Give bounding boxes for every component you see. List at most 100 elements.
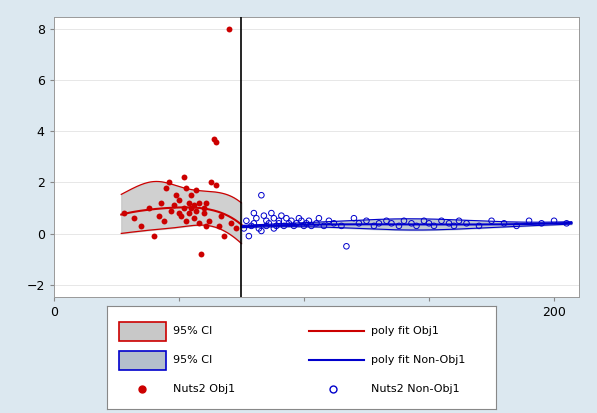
Point — [167, 207, 176, 214]
Point — [194, 220, 204, 227]
Point — [329, 220, 338, 227]
Point — [196, 251, 206, 257]
Point — [369, 223, 378, 229]
Point — [407, 220, 416, 227]
Point — [199, 210, 208, 216]
Point — [232, 225, 241, 232]
Point — [349, 215, 359, 221]
Point — [412, 223, 421, 229]
Point — [211, 182, 221, 188]
Point — [549, 218, 559, 224]
Point — [261, 223, 271, 229]
Point — [444, 220, 454, 227]
Point — [204, 218, 214, 224]
Point — [337, 223, 346, 229]
Point — [202, 199, 211, 206]
Point — [129, 215, 139, 221]
Point — [194, 199, 204, 206]
Point — [242, 218, 251, 224]
Point — [312, 220, 321, 227]
Point — [276, 212, 286, 219]
Point — [474, 223, 484, 229]
Point — [119, 210, 128, 216]
Point — [499, 220, 509, 227]
Point — [394, 223, 404, 229]
Point — [174, 210, 184, 216]
Point — [154, 212, 164, 219]
Point — [189, 215, 199, 221]
Point — [454, 218, 464, 224]
Point — [251, 215, 261, 221]
Point — [341, 243, 351, 249]
Point — [279, 223, 289, 229]
Point — [274, 220, 284, 227]
Point — [192, 187, 201, 193]
Point — [199, 205, 208, 211]
Point — [314, 215, 324, 221]
Text: Nuts2 Non-Obj1: Nuts2 Non-Obj1 — [371, 384, 460, 394]
Point — [244, 233, 254, 240]
Point — [257, 228, 266, 234]
Point — [291, 220, 301, 227]
Point — [184, 199, 193, 206]
Point — [202, 223, 211, 229]
Point — [319, 223, 329, 229]
Point — [181, 218, 191, 224]
Point — [437, 218, 447, 224]
Point — [214, 223, 224, 229]
Text: poly fit Non-Obj1: poly fit Non-Obj1 — [371, 355, 466, 366]
Point — [461, 220, 471, 227]
Point — [217, 212, 226, 219]
Point — [247, 223, 256, 229]
Point — [274, 218, 284, 224]
Point — [219, 233, 229, 240]
Point — [289, 223, 298, 229]
Point — [169, 202, 179, 209]
Text: 95% CI: 95% CI — [174, 326, 213, 337]
Point — [261, 218, 271, 224]
Point — [249, 220, 259, 227]
Text: 95% CI: 95% CI — [174, 355, 213, 366]
Point — [282, 215, 291, 221]
Point — [207, 179, 216, 186]
Point — [512, 223, 521, 229]
Point — [297, 218, 306, 224]
Point — [272, 223, 281, 229]
Point — [227, 220, 236, 227]
Point — [174, 197, 184, 204]
FancyBboxPatch shape — [119, 351, 166, 370]
Point — [299, 223, 309, 229]
Point — [562, 220, 571, 227]
Point — [269, 225, 279, 232]
Point — [419, 218, 429, 224]
Point — [429, 223, 439, 229]
Point — [381, 218, 391, 224]
Text: poly fit Obj1: poly fit Obj1 — [371, 326, 439, 337]
Point — [184, 210, 193, 216]
Point — [267, 210, 276, 216]
Point — [449, 223, 458, 229]
Point — [179, 174, 189, 180]
Point — [269, 215, 279, 221]
Point — [192, 207, 201, 214]
Point — [287, 218, 296, 224]
Point — [304, 218, 313, 224]
Point — [284, 220, 294, 227]
Text: Nuts2 Obj1: Nuts2 Obj1 — [174, 384, 236, 394]
Point — [399, 218, 409, 224]
FancyBboxPatch shape — [119, 322, 166, 341]
Point — [159, 218, 168, 224]
Point — [189, 202, 199, 209]
Point — [162, 184, 171, 191]
Point — [164, 179, 174, 186]
Point — [524, 218, 534, 224]
Point — [177, 212, 186, 219]
Point — [424, 220, 434, 227]
Point — [186, 205, 196, 211]
Point — [224, 26, 233, 33]
Point — [374, 220, 384, 227]
Point — [239, 225, 248, 232]
Point — [537, 220, 546, 227]
Point — [264, 220, 273, 227]
Point — [257, 192, 266, 199]
